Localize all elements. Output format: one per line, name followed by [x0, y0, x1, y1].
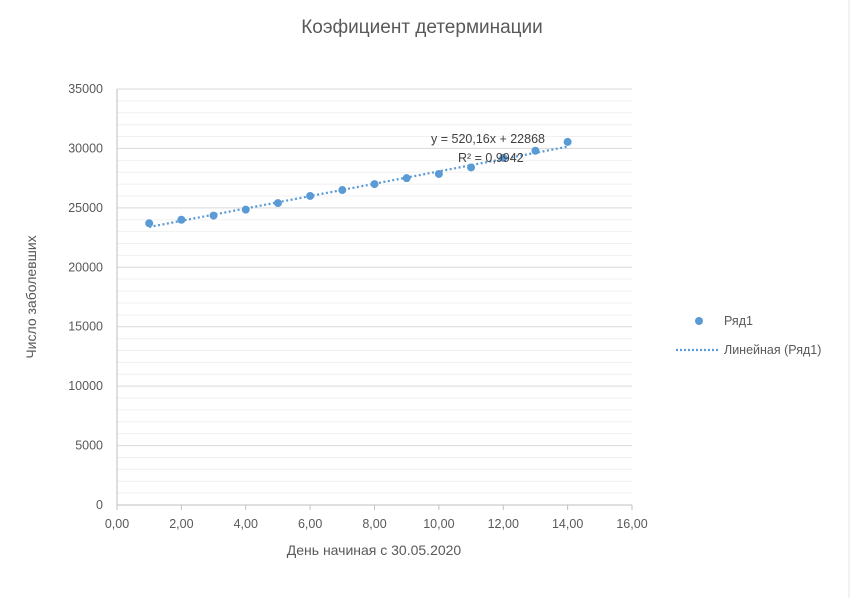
x-tick-label: 4,00: [234, 517, 258, 531]
y-tick-label: 0: [96, 498, 103, 512]
legend-marker-series: [695, 317, 703, 325]
x-tick-label: 0,00: [105, 517, 129, 531]
data-point: [402, 174, 411, 183]
x-tick-label: 16,00: [616, 517, 647, 531]
chart-title: Коэфициент детерминации: [301, 17, 543, 38]
x-tick-label: 10,00: [423, 517, 454, 531]
data-point: [306, 191, 315, 200]
x-tick-label: 6,00: [298, 517, 322, 531]
trendline-equation: y = 520,16x + 22868: [431, 132, 545, 146]
x-tick-label: 2,00: [169, 517, 193, 531]
legend: Ряд1 Линейная (Ряд1): [676, 314, 821, 357]
y-tick-label: 10000: [68, 379, 103, 393]
y-tick-label: 30000: [68, 141, 103, 155]
y-tick-label: 35000: [68, 82, 103, 96]
x-tick-label: 12,00: [488, 517, 519, 531]
y-tick-label: 15000: [68, 320, 103, 334]
legend-label-trendline: Линейная (Ряд1): [724, 343, 821, 357]
data-point: [467, 163, 476, 172]
data-point: [209, 211, 218, 220]
data-point: [145, 219, 154, 228]
data-point: [273, 199, 282, 208]
data-point: [499, 153, 508, 162]
data-point: [563, 137, 572, 146]
y-tick-label: 5000: [75, 439, 103, 453]
y-axis-title: Число заболевших: [23, 235, 39, 358]
axes: 0,00 2,00 4,00 6,00 8,00 10,00 12,00 14,00 16,00…: [68, 82, 647, 531]
y-tick-label: 20000: [68, 260, 103, 274]
data-point: [531, 146, 540, 155]
grid: [117, 88, 632, 494]
y-tick-label: 25000: [68, 201, 103, 215]
x-axis-title: День начиная с 30.05.2020: [287, 542, 462, 558]
x-tick-label: 14,00: [552, 517, 583, 531]
data-point: [370, 180, 379, 189]
trendline-layer: [148, 145, 568, 229]
legend-label-series: Ряд1: [724, 314, 753, 328]
data-point: [241, 205, 250, 214]
trendline-r-squared: R² = 0,9942: [458, 151, 524, 165]
data-point: [338, 186, 347, 195]
data-points: [145, 137, 572, 228]
data-point: [177, 215, 186, 224]
data-point: [434, 169, 443, 178]
x-tick-label: 8,00: [362, 517, 386, 531]
trendline: [148, 145, 568, 229]
